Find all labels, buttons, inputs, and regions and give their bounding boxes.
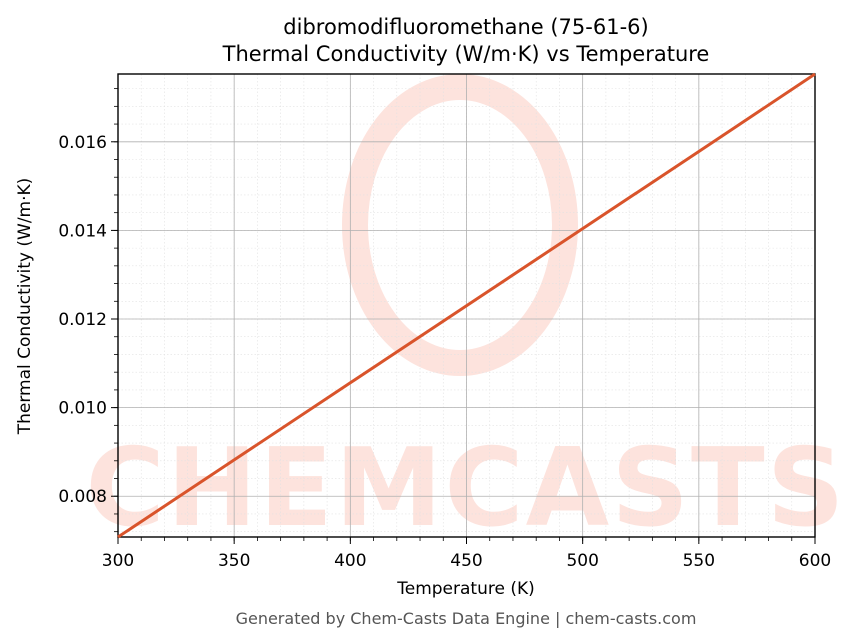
y-tick-label: 0.010 <box>58 399 107 419</box>
watermark-text: CHEMCASTS <box>86 426 847 551</box>
x-tick-label: 500 <box>566 551 598 571</box>
x-tick-label: 350 <box>218 551 250 571</box>
chart-title-line1: dibromodifluoromethane (75-61-6) <box>283 15 648 39</box>
footer-credit: Generated by Chem-Casts Data Engine | ch… <box>236 609 697 628</box>
watermark: CHEMCASTS <box>86 74 847 551</box>
y-tick-label: 0.014 <box>58 221 107 241</box>
x-tick-label: 600 <box>799 551 831 571</box>
x-tick-label: 550 <box>683 551 715 571</box>
axis-ticks <box>111 88 816 544</box>
y-axis-label: Thermal Conductivity (W/m·K) <box>15 178 35 436</box>
x-axis-label: Temperature (K) <box>396 579 535 599</box>
watermark-logo-ring <box>342 74 578 376</box>
x-tick-label: 300 <box>102 551 134 571</box>
y-tick-label: 0.012 <box>58 310 107 330</box>
series-line <box>117 72 816 539</box>
x-tick-label: 450 <box>450 551 482 571</box>
x-tick-labels: 300 350 400 450 500 550 600 <box>102 551 831 571</box>
series-layer <box>117 72 816 539</box>
y-tick-label: 0.016 <box>58 133 107 153</box>
y-tick-labels: 0.008 0.010 0.012 0.014 0.016 <box>58 133 107 507</box>
chart-title-line2: Thermal Conductivity (W/m·K) vs Temperat… <box>222 42 710 66</box>
y-tick-label: 0.008 <box>58 487 107 507</box>
x-tick-label: 400 <box>334 551 366 571</box>
